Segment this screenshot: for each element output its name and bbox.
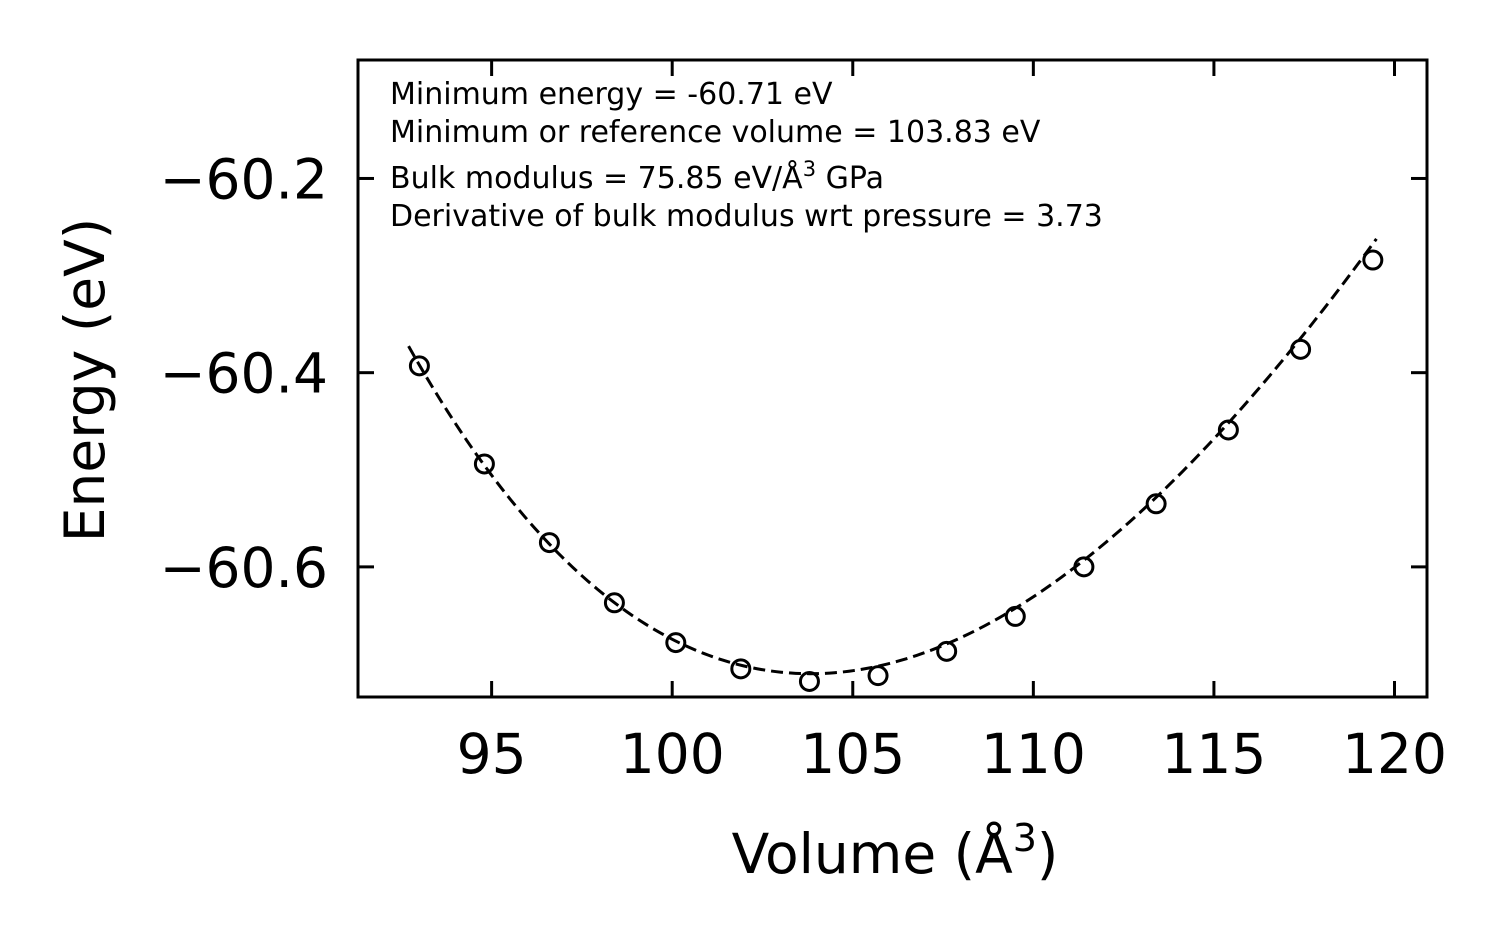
data-point xyxy=(1073,556,1095,578)
annotation-bulk-modulus-sup: 3 xyxy=(803,157,816,181)
data-point xyxy=(603,592,625,614)
data-point xyxy=(1362,249,1384,271)
y-axis-label: Energy (eV) xyxy=(53,218,117,542)
annotation-min-energy: Minimum energy = -60.71 eV xyxy=(390,77,833,112)
x-axis-label-main: Volume (Å xyxy=(732,821,1013,886)
x-tick-label: 120 xyxy=(1342,722,1447,786)
y-tick-label: −60.2 xyxy=(159,147,328,211)
x-axis-label: Volume (Å3) xyxy=(732,816,1059,886)
data-point xyxy=(936,640,958,662)
data-point xyxy=(1145,493,1167,515)
data-point xyxy=(1290,338,1312,360)
x-axis-label-tail: ) xyxy=(1037,822,1058,886)
annotation-bulk-modulus-tail: GPa xyxy=(816,161,884,196)
data-point xyxy=(798,670,820,692)
fit-annotations: Minimum energy = -60.71 eV Minimum or re… xyxy=(390,77,1103,234)
data-point xyxy=(730,658,752,680)
x-tick-labels: 95 100 105 110 115 120 xyxy=(457,722,1447,786)
data-point xyxy=(665,632,687,654)
x-tick-label: 110 xyxy=(981,722,1086,786)
plot-frame xyxy=(356,58,1429,699)
data-point xyxy=(1004,605,1026,627)
fit-curve-line xyxy=(407,237,1378,676)
data-point xyxy=(538,532,560,554)
data-point xyxy=(408,355,430,377)
y-tick-labels: −60.2 −60.4 −60.6 xyxy=(159,147,328,599)
data-point xyxy=(867,665,889,687)
annotation-bulk-modulus: Bulk modulus = 75.85 eV/Å3 GPa xyxy=(390,157,884,196)
data-points xyxy=(408,249,1384,692)
data-point xyxy=(473,453,495,475)
x-tick-label: 100 xyxy=(620,722,725,786)
annotation-ref-volume: Minimum or reference volume = 103.83 eV xyxy=(390,115,1041,150)
tick-marks xyxy=(358,60,1427,697)
annotation-bulk-modulus-derivative: Derivative of bulk modulus wrt pressure … xyxy=(390,199,1103,234)
x-axis-label-sup: 3 xyxy=(1013,816,1037,860)
data-point xyxy=(1217,419,1239,441)
x-tick-label: 115 xyxy=(1161,722,1266,786)
y-tick-label: −60.4 xyxy=(159,342,328,406)
annotation-bulk-modulus-main: Bulk modulus = 75.85 eV/Å xyxy=(390,160,803,196)
y-tick-label: −60.6 xyxy=(159,536,328,600)
x-tick-label: 105 xyxy=(800,722,905,786)
x-tick-label: 95 xyxy=(457,722,527,786)
